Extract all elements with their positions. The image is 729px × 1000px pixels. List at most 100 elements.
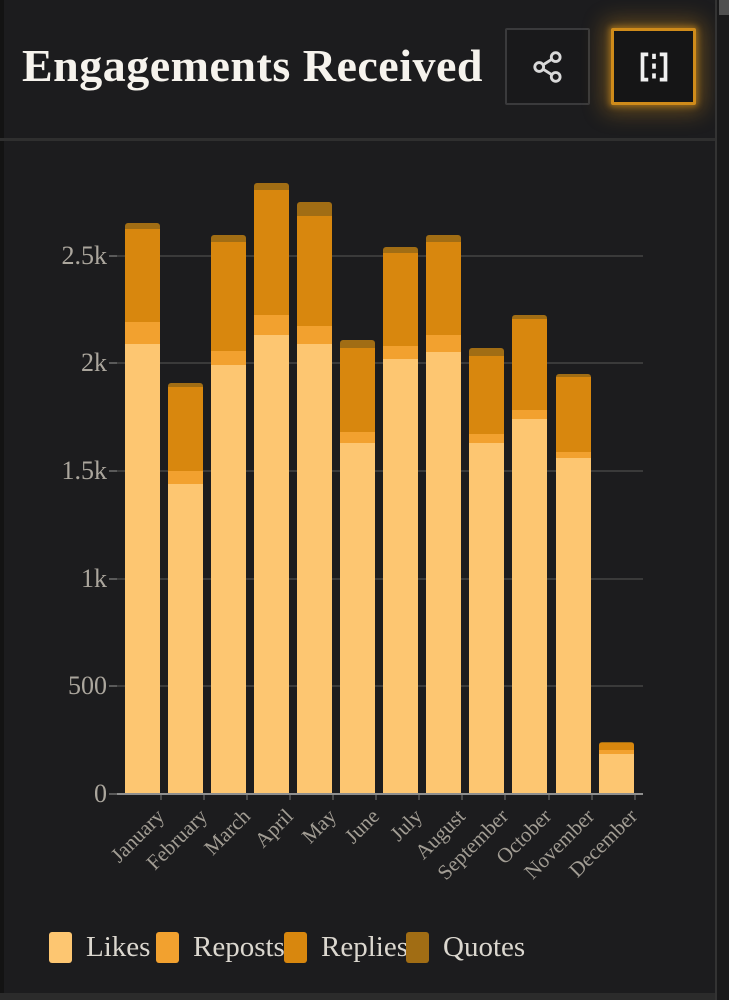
scrollbar-thumb[interactable] bbox=[719, 0, 729, 15]
bar-segment-replies[interactable] bbox=[211, 241, 247, 352]
bar-april[interactable] bbox=[254, 183, 290, 794]
bar-march[interactable] bbox=[211, 235, 247, 794]
x-axis-label-may: May bbox=[296, 804, 341, 849]
share-button[interactable] bbox=[505, 28, 590, 105]
x-axis-label-march: March bbox=[198, 804, 255, 860]
bar-segment-quotes[interactable] bbox=[254, 183, 290, 190]
expand-button[interactable] bbox=[611, 28, 696, 105]
bar-segment-quotes[interactable] bbox=[340, 339, 376, 349]
legend-item-reposts[interactable]: Reposts bbox=[156, 930, 285, 964]
bar-segment-likes[interactable] bbox=[125, 343, 160, 794]
bottom-strip bbox=[0, 993, 715, 1000]
x-axis-tick bbox=[203, 794, 206, 800]
bar-segment-replies[interactable] bbox=[168, 386, 204, 471]
bar-segment-replies[interactable] bbox=[340, 348, 376, 433]
bar-segment-quotes[interactable] bbox=[211, 235, 247, 242]
bar-segment-likes[interactable] bbox=[340, 442, 376, 794]
x-axis-line bbox=[117, 793, 643, 795]
y-axis-label: 2.5k bbox=[61, 240, 108, 270]
bar-segment-reposts[interactable] bbox=[469, 434, 505, 443]
bar-november[interactable] bbox=[555, 373, 591, 794]
bar-february[interactable] bbox=[168, 382, 204, 794]
y-axis-tick bbox=[109, 469, 117, 472]
bar-segment-reposts[interactable] bbox=[426, 335, 462, 353]
bar-segment-likes[interactable] bbox=[211, 365, 247, 794]
bar-segment-reposts[interactable] bbox=[383, 345, 419, 359]
y-axis-label: 1.5k bbox=[61, 455, 108, 485]
bar-segment-reposts[interactable] bbox=[512, 409, 548, 420]
bar-segment-reposts[interactable] bbox=[125, 322, 160, 344]
bar-segment-likes[interactable] bbox=[555, 457, 591, 794]
bar-segment-replies[interactable] bbox=[426, 241, 462, 336]
legend-swatch-replies bbox=[284, 931, 307, 963]
bar-segment-likes[interactable] bbox=[598, 754, 634, 794]
bar-january[interactable] bbox=[125, 223, 160, 794]
bar-segment-likes[interactable] bbox=[383, 358, 419, 794]
left-edge bbox=[0, 0, 4, 1000]
bar-segment-replies[interactable] bbox=[598, 743, 634, 750]
bar-segment-likes[interactable] bbox=[469, 442, 505, 794]
bar-segment-quotes[interactable] bbox=[125, 223, 160, 229]
bar-june[interactable] bbox=[340, 339, 376, 794]
bar-segment-quotes[interactable] bbox=[469, 348, 505, 356]
x-axis-tick bbox=[246, 794, 249, 800]
y-axis-label: 2k bbox=[81, 348, 107, 378]
bar-segment-replies[interactable] bbox=[297, 215, 333, 326]
bar-segment-likes[interactable] bbox=[297, 343, 333, 794]
bar-segment-quotes[interactable] bbox=[598, 742, 634, 744]
x-axis-label-april: April bbox=[249, 804, 298, 853]
bar-segment-quotes[interactable] bbox=[168, 382, 204, 387]
bar-segment-replies[interactable] bbox=[383, 253, 419, 346]
legend-label: Replies bbox=[321, 930, 408, 963]
gridline-1k bbox=[117, 577, 643, 580]
bar-segment-reposts[interactable] bbox=[254, 314, 290, 336]
bar-segment-quotes[interactable] bbox=[512, 314, 548, 320]
bar-segment-replies[interactable] bbox=[125, 228, 160, 323]
bar-segment-reposts[interactable] bbox=[168, 470, 204, 484]
bar-segment-replies[interactable] bbox=[469, 355, 505, 435]
bar-segment-quotes[interactable] bbox=[383, 246, 419, 254]
legend-label: Likes bbox=[86, 930, 151, 963]
bar-segment-replies[interactable] bbox=[254, 189, 290, 315]
x-axis-label-june: June bbox=[339, 804, 384, 849]
x-axis-tick bbox=[375, 794, 378, 800]
x-axis-tick bbox=[332, 794, 335, 800]
bar-segment-likes[interactable] bbox=[512, 419, 548, 794]
legend-item-quotes[interactable]: Quotes bbox=[406, 930, 525, 964]
gridline-1.5k bbox=[117, 469, 643, 472]
x-axis-tick bbox=[289, 794, 292, 800]
bar-segment-replies[interactable] bbox=[555, 377, 591, 452]
bar-august[interactable] bbox=[426, 235, 462, 794]
y-axis-tick bbox=[109, 685, 117, 688]
bar-segment-likes[interactable] bbox=[254, 335, 290, 794]
bar-segment-replies[interactable] bbox=[512, 319, 548, 410]
legend-swatch-reposts bbox=[156, 931, 179, 963]
gridline-500 bbox=[117, 685, 643, 688]
y-axis-label: 1k bbox=[81, 563, 107, 593]
bar-segment-quotes[interactable] bbox=[297, 201, 333, 216]
bar-october[interactable] bbox=[512, 314, 548, 794]
bar-segment-reposts[interactable] bbox=[340, 432, 376, 443]
bar-may[interactable] bbox=[297, 201, 333, 794]
bar-segment-reposts[interactable] bbox=[297, 325, 333, 344]
bar-segment-likes[interactable] bbox=[168, 483, 204, 794]
y-axis-tick bbox=[109, 362, 117, 365]
legend-item-replies[interactable]: Replies bbox=[284, 930, 408, 964]
y-axis-tick bbox=[109, 577, 117, 580]
bar-segment-reposts[interactable] bbox=[555, 451, 591, 458]
bar-segment-quotes[interactable] bbox=[555, 373, 591, 378]
y-axis-label: 0 bbox=[94, 779, 107, 808]
header-divider bbox=[0, 138, 715, 141]
bar-segment-reposts[interactable] bbox=[211, 351, 247, 366]
legend-item-likes[interactable]: Likes bbox=[49, 930, 150, 964]
x-axis-tick bbox=[461, 794, 464, 800]
bar-july[interactable] bbox=[383, 246, 419, 794]
page-title: Engagements Received bbox=[22, 40, 483, 91]
bar-segment-likes[interactable] bbox=[426, 352, 462, 794]
bar-segment-quotes[interactable] bbox=[426, 235, 462, 242]
bar-december[interactable] bbox=[598, 742, 634, 794]
bar-segment-reposts[interactable] bbox=[598, 749, 634, 755]
legend-label: Reposts bbox=[193, 930, 285, 963]
bar-september[interactable] bbox=[469, 348, 505, 794]
vertical-scrollbar[interactable] bbox=[715, 0, 729, 1000]
